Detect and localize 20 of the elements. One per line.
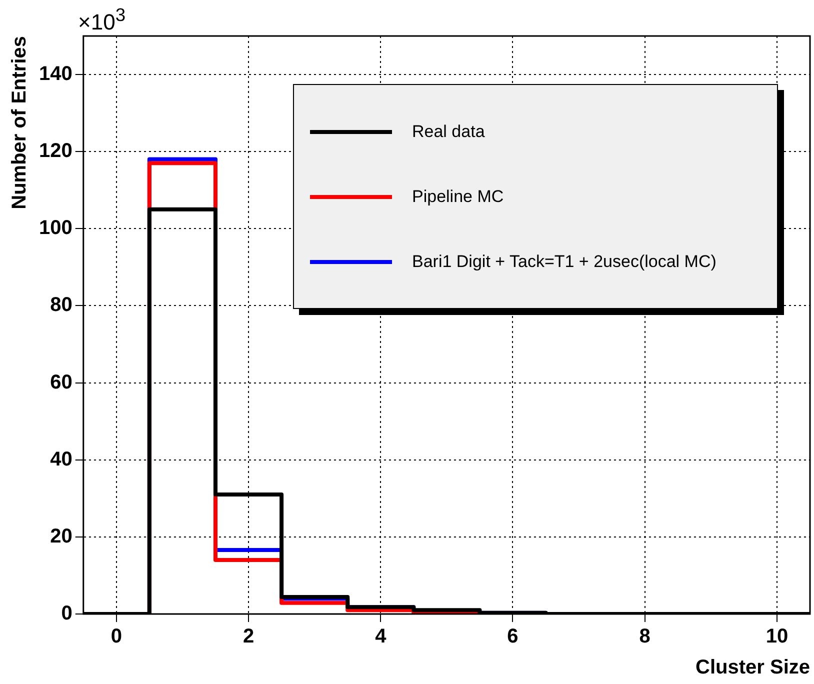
x-tick-label: 6	[507, 626, 518, 648]
text: ×10$^{3}$	[78, 4, 126, 36]
x-tick-label: 2	[242, 626, 254, 648]
legend-label: Pipeline MC	[412, 186, 504, 206]
x-axis-title: Cluster Size	[696, 656, 810, 679]
y-tick-label: 80	[50, 294, 72, 316]
y-tick-label: 140	[38, 63, 72, 86]
y-tick-label: 100	[38, 217, 72, 240]
y-tick-label: 0	[61, 602, 72, 625]
x-tick-label: 4	[375, 626, 388, 648]
y-axis-title: Number of Entries	[8, 36, 31, 210]
x-tick-label: 0	[110, 626, 122, 648]
y-tick-label: 40	[50, 448, 72, 470]
legend-label: Real data	[412, 122, 485, 142]
legend-label: Bari1 Digit + Tack=T1 + 2usec(local MC)	[412, 252, 716, 272]
x-tick-label: 10	[766, 626, 788, 648]
y-tick-label: 120	[38, 140, 72, 162]
y-tick-label: 60	[50, 371, 72, 394]
y-tick-label: 20	[50, 525, 72, 548]
x-tick-label: 8	[639, 626, 650, 648]
